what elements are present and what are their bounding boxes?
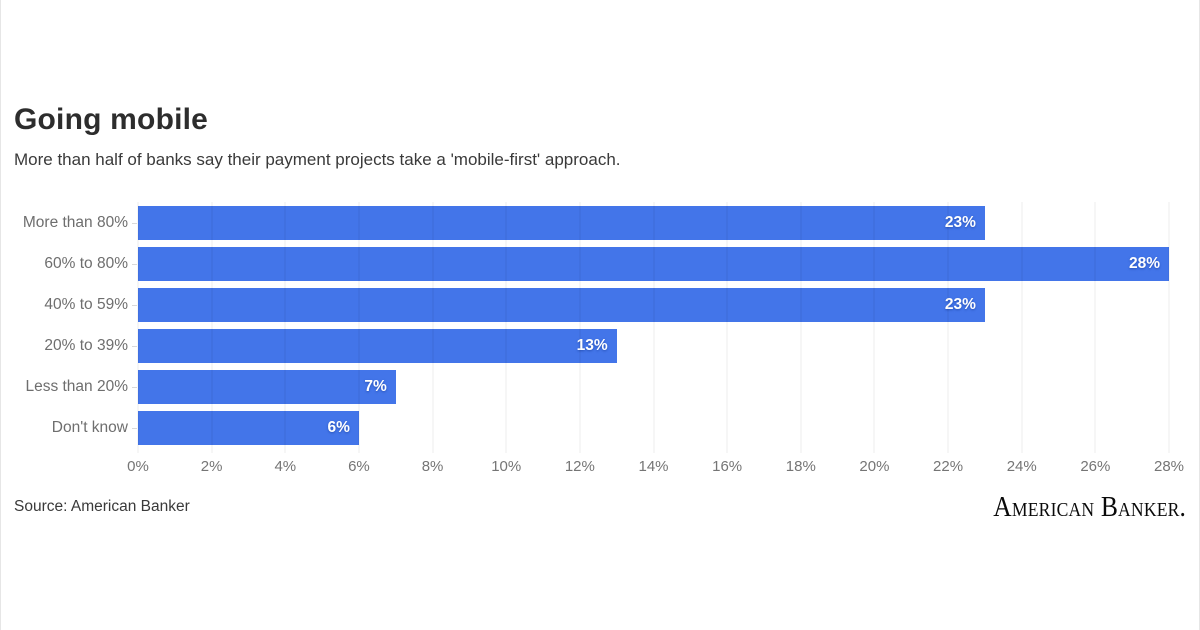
category-label: More than 80%	[22, 214, 128, 231]
bar: 6%	[138, 411, 359, 445]
plot-area: 23% More than 80% 28% 60% to 80% 23% 40% to 5…	[23, 202, 1184, 475]
x-axis-tick-label: 16%	[712, 458, 743, 475]
y-axis-tick	[132, 346, 137, 347]
category-label: 40% to 59%	[44, 296, 128, 313]
gridline	[579, 202, 581, 453]
chart-footer: Source: American Banker American Banker.	[14, 490, 1186, 524]
chart-title: Going mobile	[14, 103, 209, 136]
x-axis-tick-label: 8%	[421, 458, 444, 475]
gridline	[284, 202, 286, 453]
gridline	[358, 202, 360, 453]
gridline	[505, 202, 507, 453]
american-banker-logo: American Banker.	[993, 490, 1186, 523]
x-axis-tick-label: 12%	[564, 458, 595, 475]
x-axis-tick-label: 14%	[638, 458, 669, 475]
category-label: Less than 20%	[25, 378, 128, 395]
gridline	[211, 202, 213, 453]
gridline	[1168, 202, 1170, 453]
bar-value-label: 7%	[364, 378, 387, 395]
x-axis-tick-label: 24%	[1006, 458, 1037, 475]
gridline	[800, 202, 802, 453]
gridline	[726, 202, 728, 453]
bar-value-label: 23%	[944, 296, 976, 313]
gridline	[947, 202, 949, 453]
gridline	[432, 202, 434, 453]
x-axis-tick-label: 28%	[1153, 458, 1185, 475]
x-axis-tick-label: 26%	[1080, 458, 1111, 475]
bar: 7%	[138, 370, 396, 404]
chart-header: Going mobile More than half of banks say…	[14, 103, 621, 170]
bar: 28%	[138, 247, 1169, 281]
chart-subtitle: More than half of banks say their paymen…	[14, 150, 621, 169]
x-axis-tick-label: 18%	[785, 458, 816, 475]
bar-value-label: 28%	[1128, 255, 1160, 272]
category-label: 20% to 39%	[44, 337, 128, 354]
gridline	[137, 202, 139, 453]
bar: 13%	[138, 329, 617, 363]
x-axis-tick-label: 20%	[859, 458, 890, 475]
source-note: Source: American Banker	[14, 498, 190, 515]
y-axis-tick	[132, 305, 137, 306]
y-axis-tick	[132, 387, 137, 388]
x-axis-tick-label: 4%	[274, 458, 297, 475]
x-axis-tick-label: 22%	[933, 458, 964, 475]
bar-value-label: 6%	[327, 419, 350, 436]
category-label: 60% to 80%	[44, 255, 128, 272]
x-axis-tick-label: 6%	[348, 458, 370, 475]
y-axis-tick	[132, 223, 137, 224]
category-label: Don't know	[51, 419, 128, 436]
bar: 23%	[138, 288, 985, 322]
gridline	[653, 202, 654, 453]
gridline	[1021, 202, 1023, 453]
y-axis-tick	[132, 264, 137, 265]
x-axis-tick-label: 2%	[200, 458, 223, 475]
bar: 23%	[138, 206, 985, 240]
y-axis-tick	[132, 428, 137, 429]
bar-value-label: 13%	[576, 337, 608, 354]
gridline	[1094, 202, 1096, 453]
x-axis-tick-label: 10%	[491, 458, 522, 475]
bar-value-label: 23%	[944, 214, 976, 231]
x-axis-tick-label: 0%	[127, 458, 149, 475]
gridline	[873, 202, 875, 453]
